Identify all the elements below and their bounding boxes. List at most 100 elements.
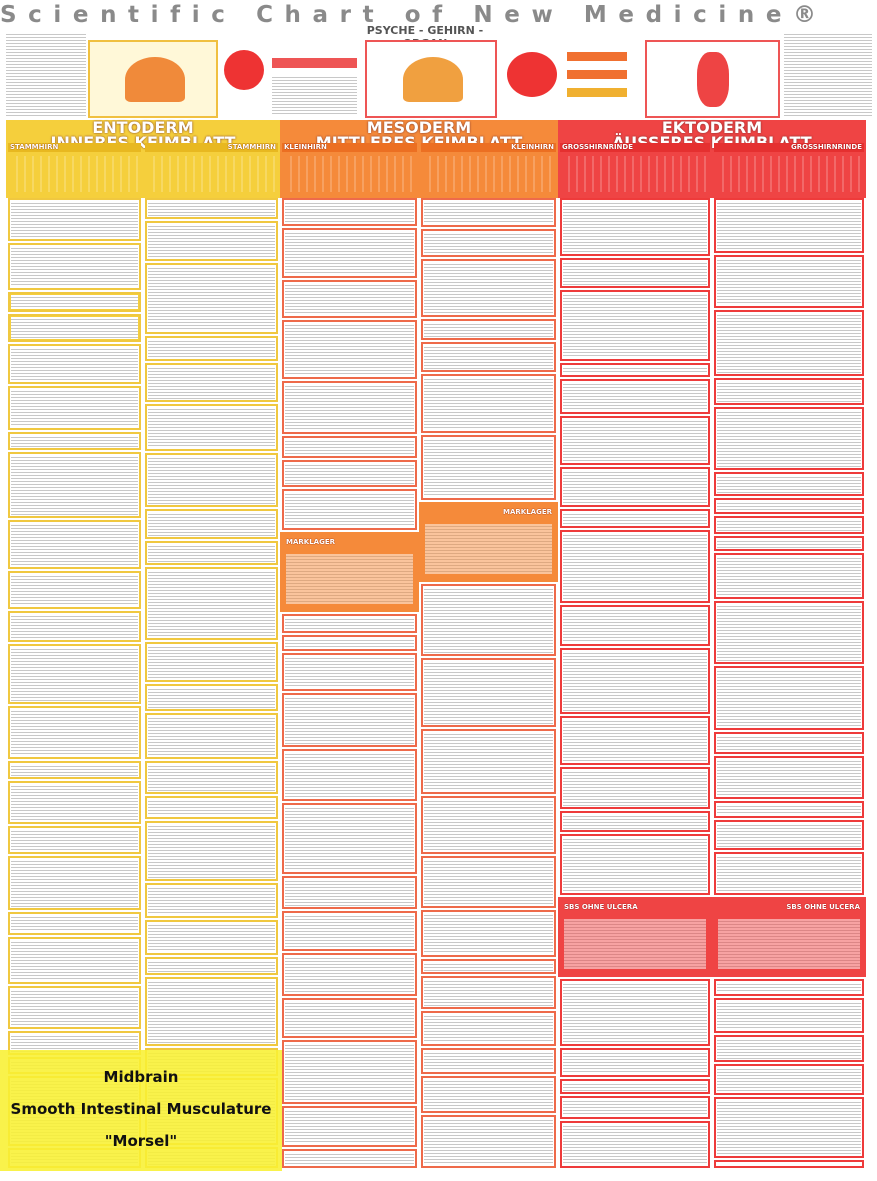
organ-icon — [507, 52, 557, 97]
section-bar — [421, 143, 556, 152]
row-text — [563, 201, 707, 253]
section-diagram — [562, 156, 708, 192]
row-text — [285, 956, 414, 993]
row-text — [285, 879, 414, 906]
row-text — [717, 1067, 861, 1092]
row-text — [11, 709, 138, 756]
organ-icon — [224, 50, 264, 90]
row-text — [717, 201, 861, 250]
row-text — [11, 574, 138, 606]
row-text — [148, 544, 275, 562]
row-text — [717, 381, 861, 402]
band-label: SBS OHNE ULCERA — [786, 903, 860, 911]
row-text — [424, 732, 553, 791]
row-text — [563, 470, 707, 504]
column-name: MESODERM — [366, 118, 472, 137]
row-text — [285, 439, 414, 455]
row-text — [285, 806, 414, 871]
row-text — [424, 1118, 553, 1165]
row-text — [11, 614, 138, 639]
row-text — [717, 1163, 861, 1165]
row-text — [11, 523, 138, 566]
section-label: STAMMHIRN — [227, 143, 276, 151]
column-subtitle: MITTLERES KEIMBLATT — [315, 133, 523, 152]
row-text — [285, 656, 414, 688]
row-text — [563, 1124, 707, 1165]
row-text — [285, 283, 414, 315]
row-text — [148, 716, 275, 756]
row-text — [563, 419, 707, 462]
row-text — [148, 923, 275, 952]
highlight-line: Midbrain — [103, 1068, 179, 1086]
section-label: STAMMHIRN — [10, 143, 59, 151]
flow-diagram — [505, 40, 640, 118]
row-text — [148, 570, 275, 637]
row-text — [563, 382, 707, 411]
row-text — [424, 377, 553, 430]
section-bar — [282, 143, 417, 152]
flow-text — [272, 75, 357, 115]
row-text — [717, 759, 861, 796]
row-text — [148, 764, 275, 791]
row-text — [563, 293, 707, 358]
row-text — [717, 735, 861, 751]
intro-text — [784, 32, 872, 118]
row-text — [717, 855, 861, 892]
brain-diagram — [88, 40, 218, 118]
flow-bar — [567, 88, 627, 97]
brain-icon — [125, 57, 185, 102]
row-text — [148, 201, 275, 216]
row-text — [424, 201, 553, 224]
poster-title: Scientific Chart of New Medicine® — [0, 2, 828, 28]
row-text — [424, 1051, 553, 1071]
band-text — [564, 919, 706, 969]
row-text — [148, 960, 275, 972]
row-text — [11, 295, 138, 309]
row-text — [563, 261, 707, 285]
row-text — [717, 519, 861, 531]
body-icon — [697, 52, 729, 107]
row-text — [717, 823, 861, 847]
row-text — [717, 475, 861, 493]
row-text — [11, 201, 138, 238]
row-text — [563, 770, 707, 806]
row-text — [424, 962, 553, 971]
row-text — [11, 764, 138, 776]
column-subtitle: INNERES KEIMBLATT — [50, 133, 236, 152]
row-text — [148, 224, 275, 258]
row-text — [148, 980, 275, 1043]
row-text — [424, 1079, 553, 1110]
row-text — [148, 407, 275, 448]
section-bar — [714, 143, 864, 152]
row-text — [563, 982, 707, 1043]
row-text — [285, 752, 414, 798]
highlight-box — [0, 1050, 282, 1171]
section-bar — [145, 143, 278, 152]
band-text — [425, 524, 552, 574]
row-text — [424, 979, 553, 1006]
band-label: SBS OHNE ULCERA — [564, 903, 638, 911]
row-text — [717, 669, 861, 727]
section-label: GROSSHIRNRINDE — [790, 143, 862, 151]
row-text — [285, 696, 414, 744]
row-text — [11, 829, 138, 851]
row-text — [285, 1152, 414, 1165]
section-diagram — [147, 156, 276, 192]
row-text — [285, 231, 414, 275]
row-text — [563, 1082, 707, 1091]
row-text — [11, 246, 138, 287]
row-text — [424, 262, 553, 314]
row-text — [563, 608, 707, 643]
row-text — [285, 463, 414, 484]
row-text — [717, 1001, 861, 1030]
section-bar — [560, 143, 710, 152]
row-text — [563, 366, 707, 374]
row-text — [148, 456, 275, 504]
row-text — [563, 651, 707, 711]
row-text — [717, 604, 861, 661]
row-text — [717, 258, 861, 305]
row-text — [424, 661, 553, 724]
highlight-line: Smooth Intestinal Musculature — [10, 1100, 272, 1118]
brain-icon — [403, 57, 463, 102]
row-text — [424, 232, 553, 254]
